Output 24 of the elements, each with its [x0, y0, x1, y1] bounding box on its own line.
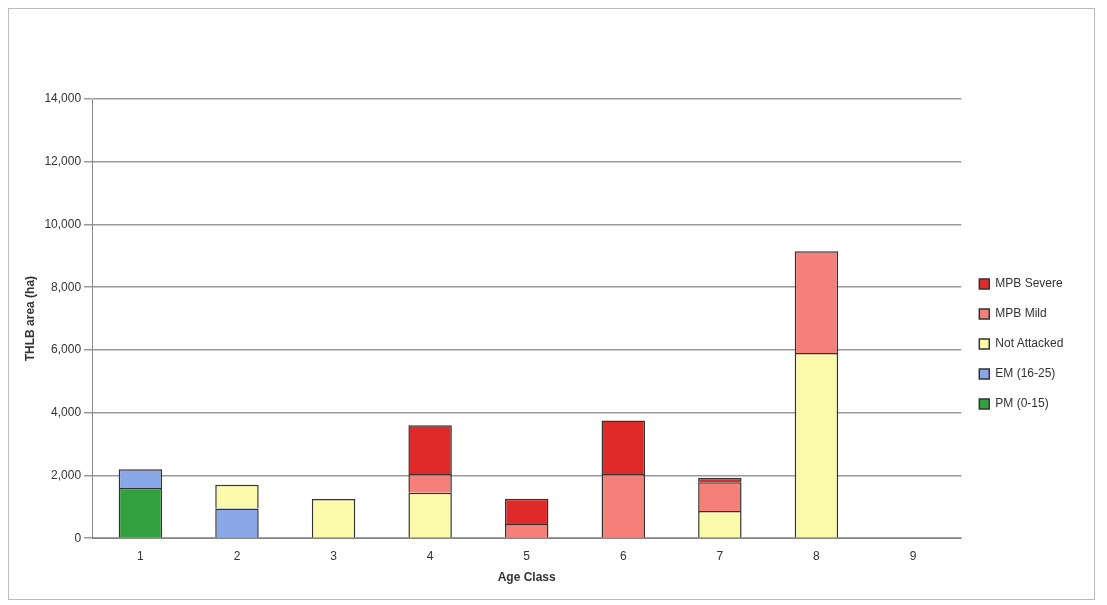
legend-label: EM (16-25): [995, 366, 1056, 381]
legend-label: MPB Severe: [995, 276, 1063, 291]
x-tick-label: 6: [619, 548, 627, 563]
legend-label: PM (0-15): [995, 396, 1049, 411]
x-tick-label: 5: [523, 548, 531, 563]
x-tick-label: 9: [909, 548, 917, 563]
y-tick-label: 10,000: [44, 216, 82, 231]
x-tick-label: 4: [426, 548, 434, 563]
x-tick-label: 7: [716, 548, 724, 563]
y-tick-label: 8,000: [51, 279, 82, 294]
x-axis-title: Age Class: [497, 570, 557, 585]
x-tick-label: 3: [330, 548, 338, 563]
x-tick-label: 8: [813, 548, 821, 563]
y-tick-label: 14,000: [44, 91, 82, 106]
y-axis-title: THLB area (ha): [22, 275, 37, 362]
x-tick-label: 2: [233, 548, 241, 563]
legend-label: MPB Mild: [995, 306, 1047, 321]
y-tick-label: 4,000: [51, 405, 82, 420]
x-tick-label: 1: [137, 548, 145, 563]
y-tick-label: 12,000: [44, 154, 82, 169]
y-tick-label: 0: [74, 530, 82, 545]
y-tick-label: 6,000: [51, 342, 82, 357]
legend-label: Not Attacked: [995, 336, 1064, 351]
y-tick-label: 2,000: [51, 467, 82, 482]
